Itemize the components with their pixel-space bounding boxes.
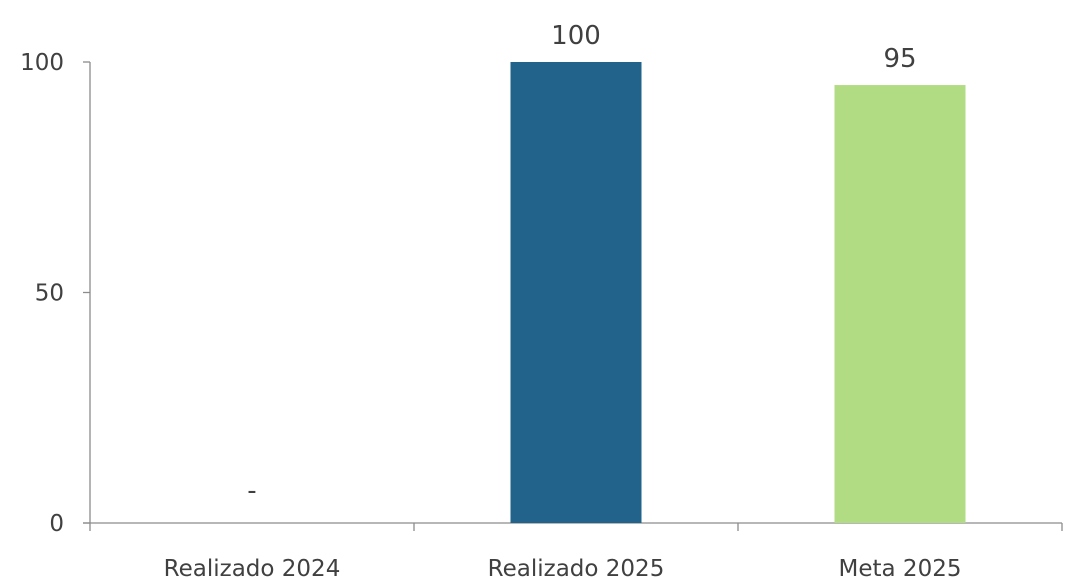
data-label: -: [247, 476, 256, 506]
x-category-label: Realizado 2025: [488, 556, 665, 578]
y-tick-label: 50: [35, 281, 64, 307]
bar: [834, 85, 966, 524]
y-tick-label: 100: [20, 50, 64, 76]
data-label: 95: [883, 44, 916, 74]
data-label: 100: [551, 21, 601, 51]
y-tick-label: 0: [49, 511, 64, 537]
x-category-label: Realizado 2024: [164, 556, 341, 578]
bar: [510, 62, 642, 523]
x-category-label: Meta 2025: [839, 556, 962, 578]
